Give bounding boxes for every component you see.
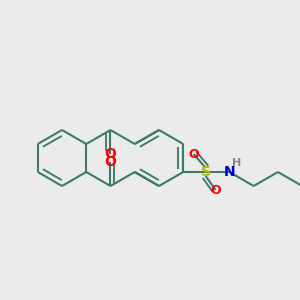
Text: O: O <box>105 147 116 161</box>
Text: H: H <box>232 158 241 168</box>
Text: O: O <box>188 148 199 160</box>
Text: S: S <box>201 165 211 179</box>
Text: O: O <box>105 155 116 169</box>
Text: N: N <box>224 165 235 179</box>
Text: O: O <box>210 184 221 196</box>
